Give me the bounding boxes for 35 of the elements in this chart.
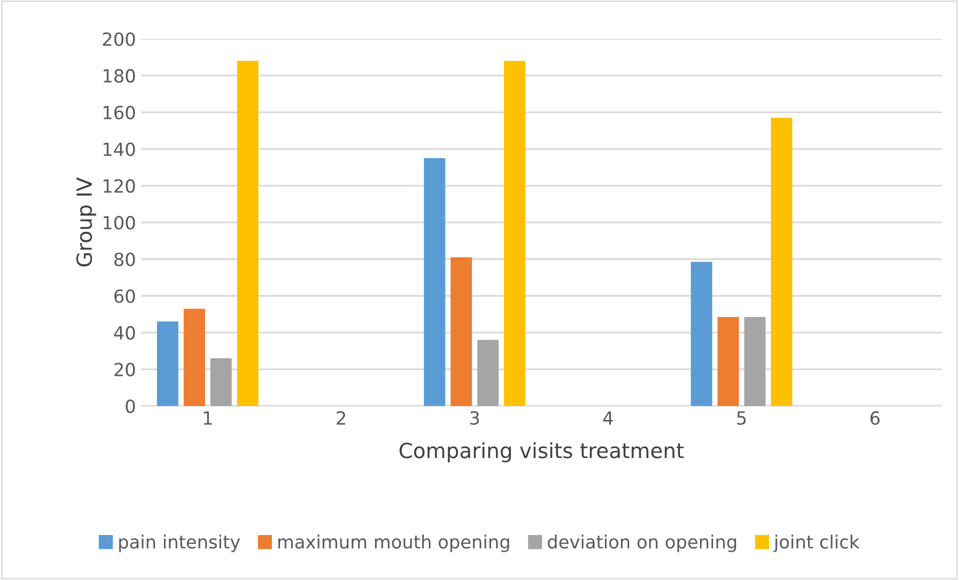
y-tick-label: 0: [126, 399, 135, 414]
bar: [156, 322, 178, 406]
y-axis-title: Group IV: [76, 177, 96, 266]
bar: [770, 118, 792, 406]
bar: [744, 316, 766, 406]
bar: [504, 60, 526, 406]
y-tick-label: 60: [114, 289, 135, 303]
bar: [184, 308, 206, 406]
y-tick-label: 100: [104, 216, 135, 230]
bar: [450, 257, 472, 406]
bar: [210, 358, 232, 406]
y-tick-label: 40: [114, 326, 135, 340]
y-tick-label: 140: [104, 142, 135, 156]
y-tick-label: 180: [104, 69, 135, 83]
bar: [477, 340, 499, 406]
x-tick-label: 1: [204, 411, 212, 425]
x-tick-label: 5: [737, 411, 746, 425]
bar: [237, 60, 258, 406]
bar: [424, 158, 446, 406]
bar: [718, 316, 739, 406]
x-tick-label: 4: [603, 411, 613, 425]
x-tick-label: 6: [870, 411, 880, 425]
legend-label: deviation on opening: [548, 534, 736, 552]
legend-label: maximum mouth opening: [278, 534, 510, 552]
legend-label: joint click: [773, 534, 860, 552]
x-tick-label: 3: [470, 411, 479, 425]
y-tick-label: 80: [114, 252, 135, 266]
x-tick-label: 2: [336, 411, 346, 425]
y-tick-label: 200: [102, 32, 135, 46]
y-tick-label: 160: [104, 106, 135, 120]
x-axis-title: Comparing visits treatment: [400, 442, 684, 462]
y-tick-label: 20: [114, 362, 135, 376]
bar: [690, 262, 712, 406]
legend-label: pain intensity: [119, 534, 240, 552]
y-tick-label: 120: [104, 179, 135, 193]
